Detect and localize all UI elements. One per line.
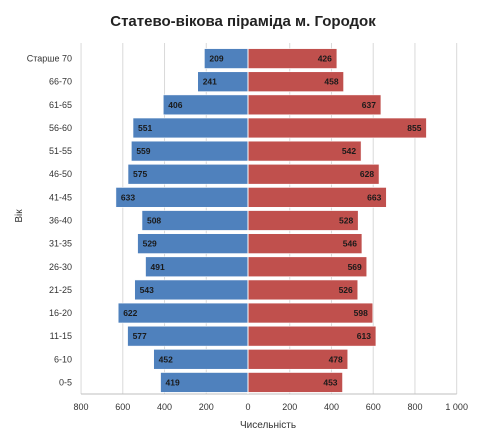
- data-label-right: 426: [318, 54, 332, 64]
- data-label-left: 508: [147, 216, 161, 226]
- x-tick-label: 800: [407, 402, 422, 412]
- data-label-left: 406: [168, 100, 182, 110]
- data-label-right: 528: [339, 216, 353, 226]
- bar-left: [117, 302, 249, 324]
- data-label-left: 419: [166, 377, 180, 387]
- data-label-left: 529: [143, 239, 157, 249]
- category-label: 21-25: [49, 285, 72, 295]
- x-tick-label: 600: [366, 402, 381, 412]
- data-label-left: 622: [123, 308, 137, 318]
- data-label-left: 575: [133, 169, 147, 179]
- data-label-right: 628: [360, 169, 374, 179]
- data-label-left: 241: [203, 77, 217, 87]
- x-axis-label: Чисельність: [240, 420, 296, 431]
- category-label: 16-20: [49, 308, 72, 318]
- category-label: 46-50: [49, 169, 72, 179]
- x-tick-label: 1 000: [445, 402, 468, 412]
- bars: [115, 43, 427, 394]
- x-tick-labels: 800 600 400 200 0 200 400 600 800 1 000: [74, 402, 468, 412]
- category-label: 66-70: [49, 77, 72, 87]
- category-label: 61-65: [49, 100, 72, 110]
- category-label: 56-60: [49, 123, 72, 133]
- data-label-left: 543: [140, 285, 154, 295]
- data-label-right: 613: [357, 331, 371, 341]
- x-tick-label: 600: [115, 402, 130, 412]
- data-label-right: 663: [367, 192, 381, 202]
- category-label: 0-5: [59, 377, 72, 387]
- data-label-left: 577: [133, 331, 147, 341]
- x-tick-label: 0: [245, 402, 250, 412]
- data-label-left: 209: [209, 54, 223, 64]
- category-label: 31-35: [49, 239, 72, 249]
- data-label-left: 559: [136, 146, 150, 156]
- x-tick-label: 400: [324, 402, 339, 412]
- data-label-left: 551: [138, 123, 152, 133]
- data-label-left: 633: [121, 192, 135, 202]
- data-label-left: 491: [151, 262, 165, 272]
- category-label: 41-45: [49, 192, 72, 202]
- category-label: 36-40: [49, 216, 72, 226]
- data-label-right: 542: [342, 146, 356, 156]
- category-label: 51-55: [49, 146, 72, 156]
- bar-left: [115, 187, 249, 208]
- data-label-right: 458: [324, 77, 338, 87]
- data-label-right: 637: [362, 100, 376, 110]
- x-tick-label: 400: [157, 402, 172, 412]
- bar-right: [247, 187, 387, 208]
- data-label-right: 546: [343, 239, 357, 249]
- chart-title: Статево-вікова піраміда м. Городок: [110, 13, 376, 30]
- category-label: 6-10: [54, 354, 72, 364]
- data-labels: 419 453 452 478 577 613 622 598 543 526 491 569 529 5…: [121, 54, 422, 388]
- data-label-right: 855: [407, 123, 421, 133]
- data-label-right: 526: [339, 285, 353, 295]
- x-tick-label: 800: [74, 402, 89, 412]
- data-label-left: 452: [159, 354, 173, 364]
- bar-right: [247, 117, 427, 139]
- data-label-right: 453: [323, 377, 337, 387]
- category-label: Старше 70: [27, 54, 72, 64]
- x-tick-label: 200: [282, 402, 297, 412]
- category-label: 26-30: [49, 262, 72, 272]
- category-labels: 0-5 6-10 11-15 16-20 21-25 26-30 31-35 36-40 41-…: [27, 54, 72, 388]
- data-label-right: 569: [348, 262, 362, 272]
- data-label-right: 478: [329, 354, 343, 364]
- data-label-right: 598: [354, 308, 368, 318]
- category-label: 11-15: [50, 331, 72, 341]
- x-tick-label: 200: [199, 402, 214, 412]
- y-axis-label: Вік: [14, 209, 25, 223]
